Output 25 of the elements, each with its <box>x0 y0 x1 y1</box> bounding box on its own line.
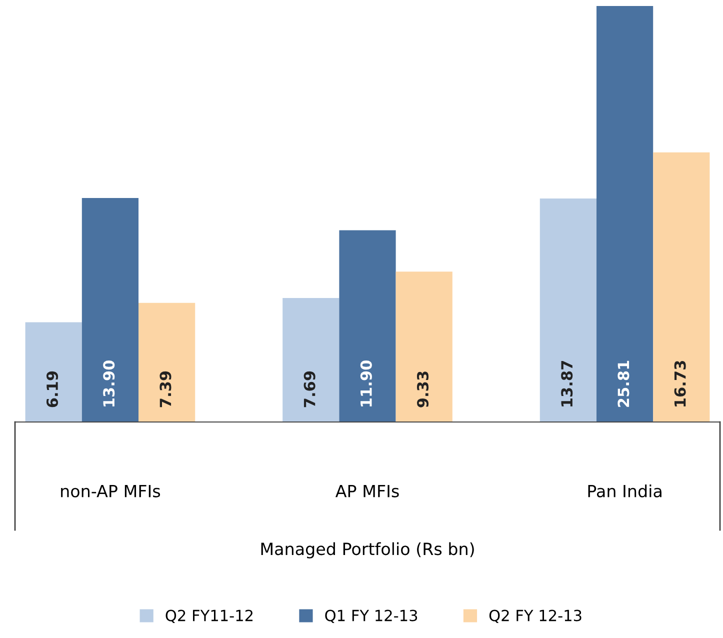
data-label: 25.81 <box>618 360 630 407</box>
bar <box>82 198 139 422</box>
bar <box>596 6 654 422</box>
legend-label: Q1 FY 12-13 <box>325 610 418 624</box>
x-tick-label: non-AP MFIs <box>61 485 160 498</box>
x-axis-title: Managed Portfolio (Rs bn) <box>261 542 474 558</box>
data-label: 11.90 <box>360 360 372 406</box>
legend-label: Q2 FY11-12 <box>166 610 252 624</box>
legend-label: Q2 FY 12-13 <box>489 610 582 624</box>
bar <box>339 230 396 422</box>
bar <box>540 198 596 422</box>
data-label: 13.87 <box>561 361 573 406</box>
bar <box>653 152 710 422</box>
x-tick-label: Pan India <box>588 484 662 498</box>
bar <box>25 322 82 422</box>
x-tick-label: AP MFIs <box>335 485 399 498</box>
bar <box>396 272 452 422</box>
bar <box>138 302 196 422</box>
data-label: 13.90 <box>103 360 115 406</box>
data-label: 7.39 <box>160 371 172 408</box>
data-label: 16.73 <box>674 361 686 406</box>
bar <box>282 298 340 422</box>
data-label: 6.19 <box>46 371 58 408</box>
data-label: 7.69 <box>304 371 316 408</box>
data-label: 9.33 <box>416 372 429 408</box>
